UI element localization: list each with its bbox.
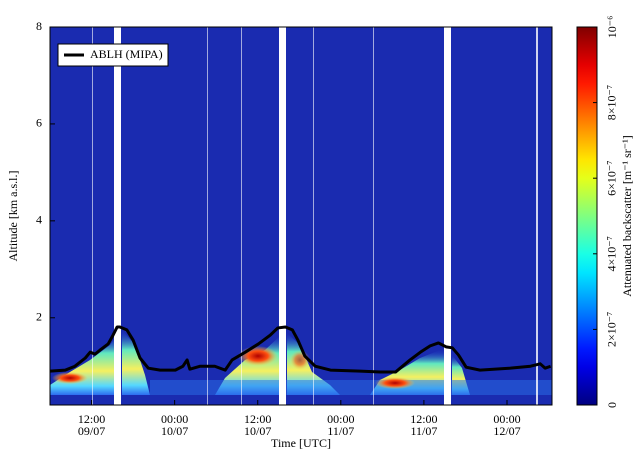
- x-tick-label: 12:00 11/07: [410, 412, 438, 438]
- y-tick-label: 4: [36, 213, 42, 227]
- colorbar: [576, 26, 598, 406]
- colorbar-label: Attenuated backscatter [m⁻¹ sr⁻¹]: [620, 135, 634, 296]
- legend-label: ABLH (MIPA): [90, 47, 163, 61]
- colorbar-tick-label: 6×10⁻⁷: [605, 161, 619, 196]
- x-axis-label: Time [UTC]: [271, 436, 331, 450]
- ablh-line: [49, 325, 552, 374]
- x-tick-label: 12:00 09/07: [77, 412, 106, 438]
- colorbar-tick-label: 4×10⁻⁷: [605, 236, 619, 271]
- data-gaps: [92, 27, 538, 405]
- colorbar-tick-label: 2×10⁻⁷: [605, 312, 619, 347]
- colorbar-tick-label: 0: [605, 402, 619, 408]
- x-tick-label: 00:00 12/07: [493, 412, 521, 438]
- legend-box: [57, 43, 169, 67]
- x-tick-label: 12:00 10/07: [244, 412, 272, 438]
- y-tick-label: 2: [36, 310, 42, 324]
- y-axis-label: Altitude [km a.s.l.]: [6, 171, 20, 262]
- x-tick-label: 00:00 11/07: [327, 412, 355, 438]
- colorbar-tick-label: 10⁻⁶: [605, 16, 619, 39]
- y-tick-label: 6: [36, 116, 42, 130]
- y-tick-label: 8: [36, 19, 42, 33]
- plot-frame: [49, 26, 553, 406]
- x-tick-label: 00:00 10/07: [160, 412, 189, 438]
- colorbar-tick-label: 8×10⁻⁷: [605, 85, 619, 120]
